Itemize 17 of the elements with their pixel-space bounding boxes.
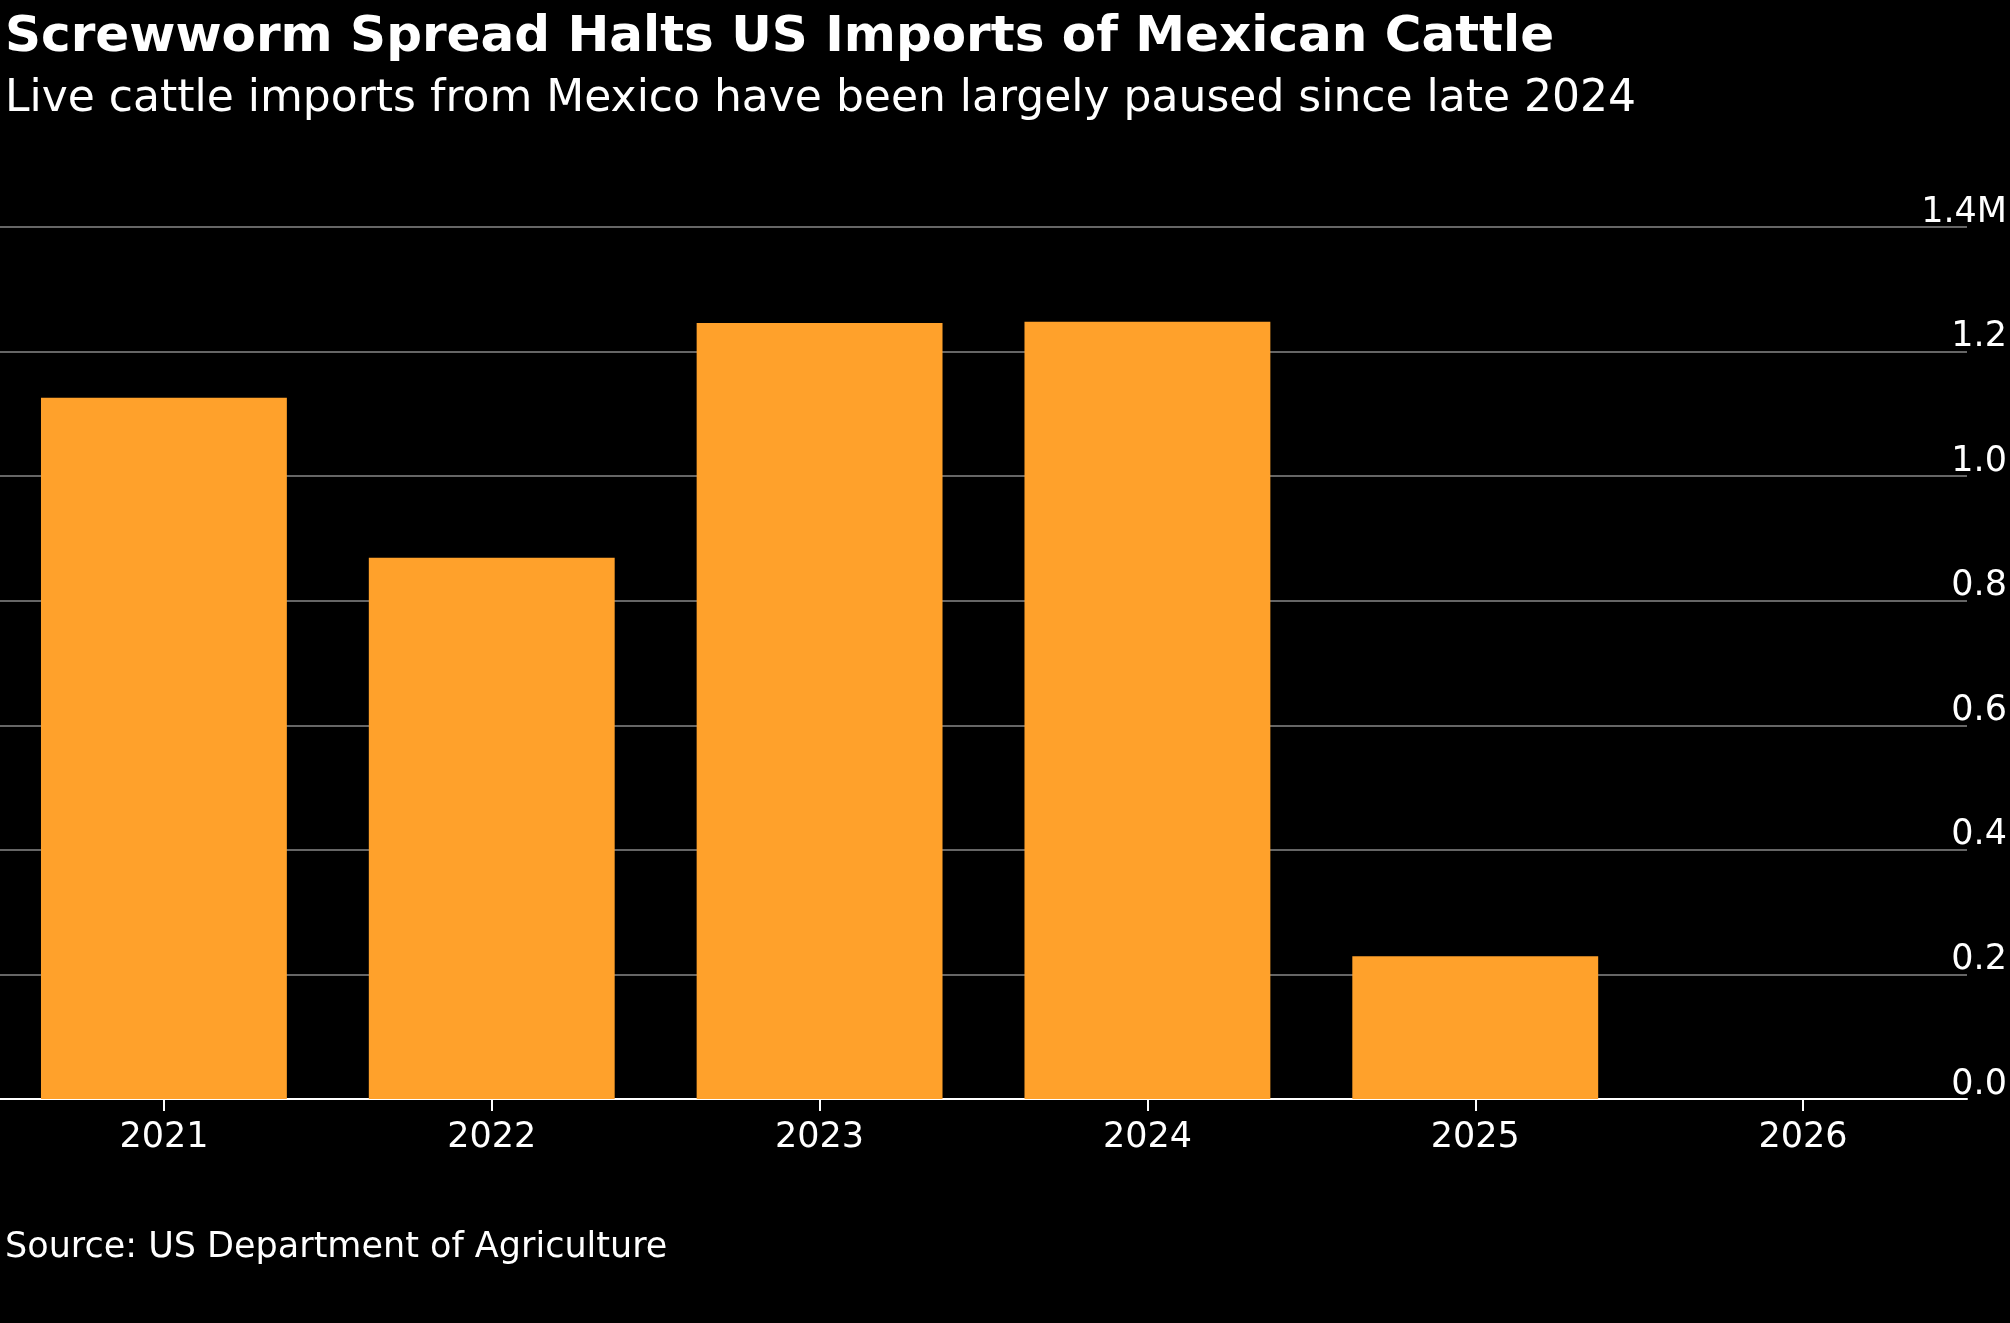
y-tick-label: 0.0 xyxy=(1951,1061,2007,1102)
x-tick-label: 2023 xyxy=(775,1114,865,1155)
y-tick-label: 0.4 xyxy=(1951,812,2007,853)
y-tick-label: 0.6 xyxy=(1951,687,2007,728)
chart-title: Screwworm Spread Halts US Imports of Mexican Cattle xyxy=(5,5,1555,63)
y-tick-label: 1.0 xyxy=(1951,438,2007,479)
y-tick-label: 1.2 xyxy=(1951,314,2007,355)
chart-subtitle: Live cattle imports from Mexico have been largely paused since late 2024 xyxy=(5,69,1637,121)
source-note: Source: US Department of Agriculture xyxy=(5,1224,668,1265)
y-tick-label: 1.4M xyxy=(1921,189,2007,230)
x-tick-label: 2022 xyxy=(447,1114,537,1155)
y-tick-label: 0.8 xyxy=(1951,563,2007,604)
x-tick-label: 2024 xyxy=(1102,1114,1192,1155)
y-tick-label: 0.2 xyxy=(1951,936,2007,977)
x-tick-label: 2026 xyxy=(1758,1114,1848,1155)
x-tick-label: 2021 xyxy=(119,1114,209,1155)
x-tick-label: 2025 xyxy=(1430,1114,1520,1155)
